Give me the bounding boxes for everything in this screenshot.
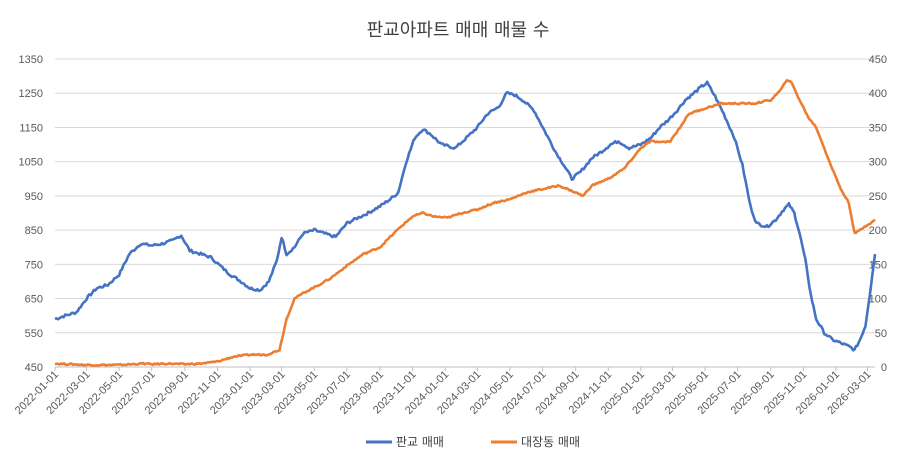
y-left-tick-label: 750 (25, 259, 43, 271)
y-right-tick-label: 250 (869, 191, 887, 203)
y-right-tick-label: 350 (869, 122, 887, 134)
legend-label-1: 판교 매매 (396, 435, 444, 449)
y-right-tick-label: 450 (869, 54, 887, 66)
y-left-tick-label: 1050 (19, 157, 43, 169)
y-left-tick-label: 1250 (19, 88, 43, 100)
y-left-tick-label: 950 (25, 191, 43, 203)
y-left-tick-label: 850 (25, 225, 43, 237)
chart-title: 판교아파트 매매 매물 수 (366, 20, 550, 41)
series-line-2 (54, 79, 876, 367)
y-left-tick-label: 1350 (19, 54, 43, 66)
y-right-tick-label: 0 (881, 362, 887, 374)
y-left-tick-label: 550 (25, 328, 43, 340)
y-right-tick-label: 300 (869, 157, 887, 169)
y-right-tick-label: 150 (869, 259, 887, 271)
y-left-tick-label: 1150 (19, 122, 43, 134)
y-left-tick-label: 450 (25, 362, 43, 374)
y-right-tick-label: 200 (869, 225, 887, 237)
y-left-tick-label: 650 (25, 294, 43, 306)
series-line-1 (54, 80, 877, 352)
y-right-tick-label: 400 (869, 88, 887, 100)
legend-label-2: 대장동 매매 (521, 435, 580, 449)
y-right-tick-label: 100 (869, 294, 887, 306)
y-right-tick-label: 50 (875, 328, 887, 340)
